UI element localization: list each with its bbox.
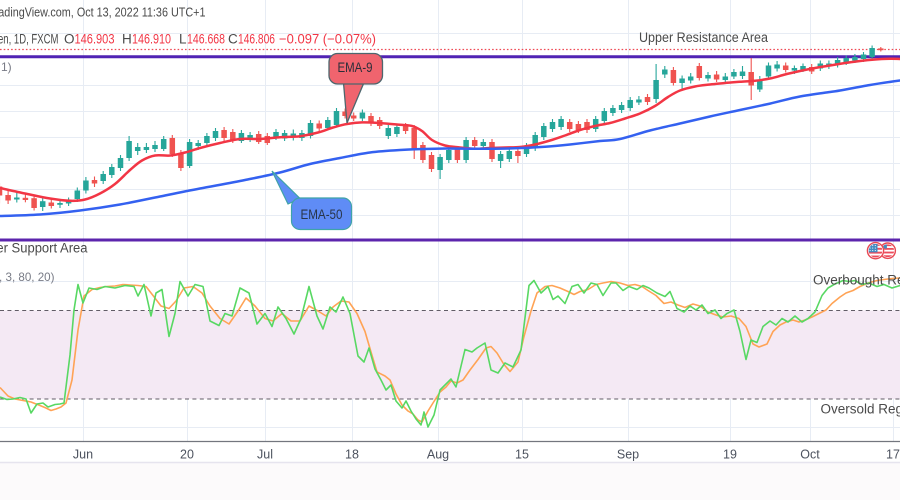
svg-text:Upper Resistance Area: Upper Resistance Area xyxy=(639,30,768,45)
svg-text:Lower Support Area: Lower Support Area xyxy=(0,241,88,256)
svg-text:Stoch (14, 3, 3, 80, 20): Stoch (14, 3, 3, 80, 20) xyxy=(0,270,55,284)
svg-text:EMA-9: EMA-9 xyxy=(338,60,373,75)
svg-text:19: 19 xyxy=(723,448,737,462)
svg-text:Overbought Region: Overbought Region xyxy=(813,273,900,288)
svg-text:Sep: Sep xyxy=(617,448,639,462)
svg-text:Yen, 1D, FXCM: Yen, 1D, FXCM xyxy=(0,32,59,47)
svg-text:Jun: Jun xyxy=(73,448,93,462)
svg-text:146.910: 146.910 xyxy=(132,32,171,47)
svg-text:15: 15 xyxy=(515,448,529,462)
svg-text:146.806: 146.806 xyxy=(238,32,275,47)
svg-text:17: 17 xyxy=(886,448,900,462)
svg-text:146.668: 146.668 xyxy=(187,32,225,47)
svg-text:Aug: Aug xyxy=(427,448,449,462)
svg-text:L: L xyxy=(179,32,187,47)
svg-text:146.903: 146.903 xyxy=(75,32,115,47)
svg-text:H: H xyxy=(122,32,132,47)
svg-text:Jul: Jul xyxy=(257,448,273,462)
svg-text:TradingView.com, Oct 13, 2022: TradingView.com, Oct 13, 2022 11:36 UTC+… xyxy=(0,5,206,20)
svg-text:Oct: Oct xyxy=(800,448,820,462)
svg-text:−0.097 (−0.07%): −0.097 (−0.07%) xyxy=(279,32,376,47)
svg-text:C: C xyxy=(228,32,238,47)
svg-text:EMA-50: EMA-50 xyxy=(301,207,343,222)
svg-text:20: 20 xyxy=(180,448,194,462)
svg-text:Oversold Region: Oversold Region xyxy=(821,402,900,417)
svg-text:1): 1) xyxy=(1,60,12,74)
svg-text:18: 18 xyxy=(345,448,359,462)
svg-text:O: O xyxy=(64,32,75,47)
